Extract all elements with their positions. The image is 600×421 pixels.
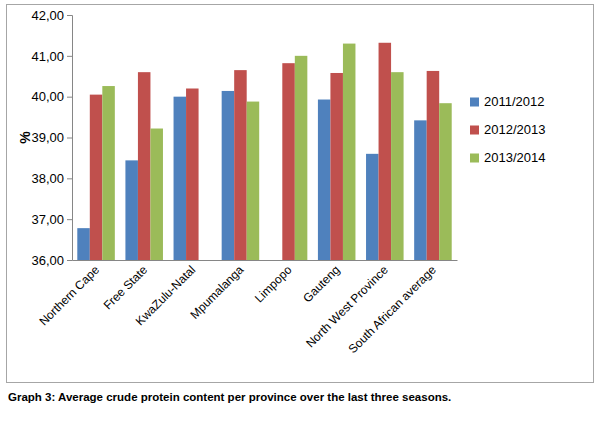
y-axis: 36,00 37,00 38,00 39,00 40,00 41,00 42,00: [31, 8, 72, 268]
bar: [427, 71, 440, 260]
bar: [174, 97, 187, 260]
x-tick-label: Limpopo: [252, 263, 295, 306]
bar-series: [77, 91, 426, 260]
y-tick-mark: [67, 260, 72, 261]
y-axis-title: %: [17, 131, 33, 144]
legend-label: 2011/2012: [484, 94, 545, 109]
y-tick-mark: [67, 56, 72, 57]
x-tick: North West Province: [303, 260, 391, 350]
bar: [222, 91, 235, 260]
y-tick: 38,00: [31, 171, 72, 186]
x-tick: South African average: [345, 260, 439, 356]
bar: [330, 73, 343, 260]
bar-series: [102, 44, 451, 260]
x-tick-label: Free State: [101, 263, 151, 313]
y-tick: 40,00: [31, 89, 72, 104]
y-tick-label: 38,00: [31, 171, 64, 186]
x-tick: Mpumalanga: [187, 260, 246, 322]
y-tick-label: 39,00: [31, 130, 64, 145]
bar: [150, 129, 163, 260]
y-tick: 41,00: [31, 48, 72, 63]
x-tick-label: KwaZulu-Natal: [133, 263, 199, 329]
x-tick-label: Gauteng: [300, 263, 342, 305]
bar: [318, 100, 331, 260]
x-tick: KwaZulu-Natal: [133, 260, 199, 328]
bar: [234, 70, 247, 260]
bar: [366, 154, 379, 260]
x-tick: Northern Cape: [36, 260, 102, 328]
x-tick-label: South African average: [345, 263, 439, 357]
legend-item: 2011/2012: [470, 94, 545, 109]
bar: [343, 44, 356, 260]
bar: [138, 72, 151, 260]
bar: [77, 228, 90, 260]
legend-swatch: [470, 126, 479, 135]
y-tick-mark: [67, 138, 72, 139]
bar: [102, 86, 115, 260]
y-tick-mark: [67, 178, 72, 179]
y-tick: 39,00: [31, 130, 72, 145]
y-tick-label: 36,00: [31, 253, 64, 268]
y-tick: 36,00: [31, 253, 72, 268]
y-tick-mark: [67, 97, 72, 98]
legend-swatch: [470, 98, 479, 107]
x-tick-label: Northern Cape: [36, 263, 102, 329]
y-tick-label: 42,00: [31, 8, 64, 23]
y-axis-line: [67, 16, 73, 261]
y-tick: 42,00: [31, 8, 72, 23]
legend-item: 2012/2013: [470, 122, 545, 137]
chart: 36,00 37,00 38,00 39,00 40,00 41,00 42,00 North…: [0, 0, 600, 421]
bars: [77, 43, 451, 260]
x-tick-label: North West Province: [303, 263, 391, 351]
x-tick: Free State: [101, 260, 151, 312]
y-tick: 37,00: [31, 212, 72, 227]
y-tick-mark: [67, 15, 72, 16]
y-tick-label: 41,00: [31, 48, 64, 63]
y-tick-mark: [67, 219, 72, 220]
y-tick-label: 40,00: [31, 89, 64, 104]
bar: [379, 43, 392, 260]
chart-title: Graph 3: Average crude protein content p…: [8, 391, 451, 403]
x-axis: Northern CapeFree StateKwaZulu-NatalMpum…: [36, 260, 457, 356]
bar: [439, 103, 452, 260]
chart-frame: [7, 5, 594, 383]
bar: [90, 95, 103, 260]
legend-label: 2012/2013: [484, 122, 545, 137]
legend-label: 2013/2014: [484, 150, 545, 165]
x-tick: Gauteng: [300, 260, 342, 305]
bar: [282, 63, 295, 260]
x-axis-line: [73, 260, 458, 261]
bar: [186, 89, 199, 261]
bar: [295, 56, 308, 260]
bar: [391, 72, 404, 260]
x-tick: Limpopo: [252, 260, 295, 305]
bar-series: [90, 43, 439, 260]
legend-item: 2013/2014: [470, 150, 545, 165]
legend-swatch: [470, 154, 479, 163]
bar: [125, 160, 138, 260]
bar: [247, 102, 260, 260]
y-tick-label: 37,00: [31, 212, 64, 227]
bar: [414, 120, 427, 260]
legend: 2011/2012 2012/2013 2013/2014: [470, 94, 545, 165]
x-tick-label: Mpumalanga: [187, 263, 246, 322]
